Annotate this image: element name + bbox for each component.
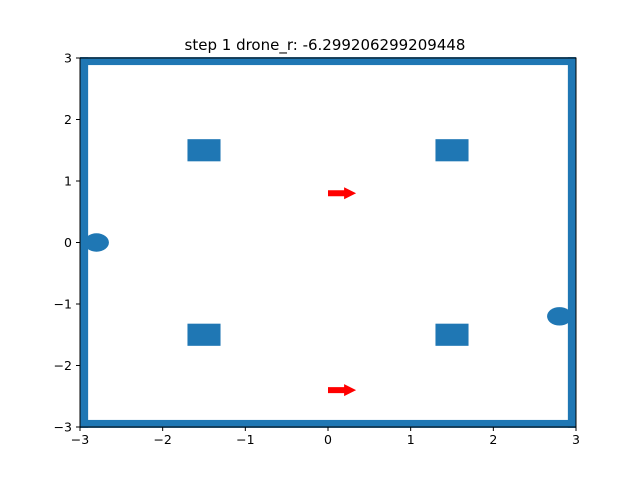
x-tick-label: −3 xyxy=(71,432,89,447)
y-tick-label: 3 xyxy=(64,51,72,66)
heading-arrows xyxy=(328,187,357,397)
arena-walls xyxy=(80,57,576,428)
wall-bottom xyxy=(80,419,576,428)
y-tick-label: 1 xyxy=(64,174,72,189)
obstacle-square xyxy=(187,139,221,162)
y-tick-label: 0 xyxy=(64,235,72,250)
x-tick-label: 0 xyxy=(324,432,332,447)
agent-circle xyxy=(547,307,572,326)
agents xyxy=(84,233,572,326)
x-tick-label: 3 xyxy=(572,432,580,447)
x-tick-label: 2 xyxy=(489,432,497,447)
x-tick-label: 1 xyxy=(407,432,415,447)
obstacles xyxy=(187,139,469,346)
y-tick-label: 2 xyxy=(64,112,72,127)
wall-left xyxy=(80,57,89,428)
y-tick-label: −1 xyxy=(54,297,72,312)
y-tick-label: −2 xyxy=(54,358,72,373)
y-tick-label: −3 xyxy=(54,420,72,435)
agent-circle xyxy=(84,233,109,252)
y-axis-ticks: 3 2 1 0 −1 −2 −3 xyxy=(54,51,80,435)
x-tick-label: −1 xyxy=(236,432,254,447)
axes-frame xyxy=(79,57,577,428)
wall-right xyxy=(567,57,576,428)
obstacle-square xyxy=(435,139,469,162)
obstacle-square xyxy=(435,323,469,346)
wall-top xyxy=(80,57,576,66)
heading-arrow xyxy=(328,187,357,200)
x-axis-ticks: −3 −2 −1 0 1 2 3 xyxy=(71,427,580,447)
chart-title: step 1 drone_r: -6.299206299209448 xyxy=(185,36,466,55)
x-tick-label: −2 xyxy=(153,432,171,447)
obstacle-square xyxy=(187,323,221,346)
heading-arrow xyxy=(328,384,357,397)
